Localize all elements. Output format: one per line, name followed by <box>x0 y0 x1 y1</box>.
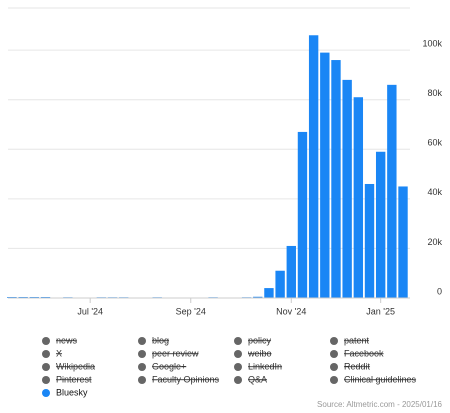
y-tick-label: 40k <box>427 187 442 197</box>
legend-marker <box>138 363 146 371</box>
legend-marker <box>42 350 50 358</box>
legend-marker <box>330 337 338 345</box>
bar <box>331 60 341 298</box>
bar <box>342 79 352 298</box>
legend-item[interactable]: Facebook <box>330 348 384 358</box>
legend-item[interactable]: X <box>42 348 62 358</box>
legend-label: news <box>56 335 78 345</box>
legend-item[interactable]: Faculty Opinions <box>138 374 220 384</box>
legend-marker <box>330 363 338 371</box>
legend-label: Facebook <box>344 348 384 358</box>
y-tick-label: 60k <box>427 138 442 148</box>
legend-label: Clinical guidelines <box>344 374 417 384</box>
legend-marker <box>234 337 242 345</box>
legend-item[interactable]: Wikipedia <box>42 361 95 371</box>
legend-label: peer review <box>152 348 199 358</box>
bar <box>398 186 408 298</box>
legend-marker <box>42 363 50 371</box>
legend-label: Bluesky <box>56 387 88 397</box>
bar <box>253 296 263 298</box>
x-tick-label: Nov '24 <box>276 306 306 316</box>
legend-label: patent <box>344 335 370 345</box>
legend-label: Reddit <box>344 361 371 371</box>
bar <box>275 270 285 298</box>
y-tick-label: 20k <box>427 237 442 247</box>
legend-marker <box>42 376 50 384</box>
x-tick-label: Jul '24 <box>77 306 103 316</box>
legend-item[interactable]: peer review <box>138 348 199 358</box>
legend-item[interactable]: Pinterest <box>42 374 92 384</box>
legend-marker <box>330 376 338 384</box>
legend-label: Google+ <box>152 361 186 371</box>
legend-label: blog <box>152 335 169 345</box>
legend-item[interactable]: Q&A <box>234 374 267 384</box>
bar <box>387 84 397 298</box>
legend-marker <box>42 337 50 345</box>
bar <box>264 288 274 298</box>
legend-item[interactable]: blog <box>138 335 169 345</box>
bar <box>320 52 330 298</box>
x-tick-label: Jan '25 <box>366 306 395 316</box>
legend-marker <box>42 389 50 397</box>
legend-item[interactable]: Bluesky <box>42 387 88 397</box>
bar <box>308 35 319 299</box>
legend-item[interactable]: policy <box>234 335 272 345</box>
legend-item[interactable]: Reddit <box>330 361 371 371</box>
legend-label: Wikipedia <box>56 361 95 371</box>
source: Source: Altmetric.com - 2025/01/16 <box>317 400 443 409</box>
legend-label: X <box>56 348 62 358</box>
y-tick-label: 100k <box>422 39 442 49</box>
legend-marker <box>234 376 242 384</box>
legend-label: LinkedIn <box>248 361 282 371</box>
legend-marker <box>138 376 146 384</box>
bar <box>375 151 386 298</box>
legend-item[interactable]: Google+ <box>138 361 186 371</box>
legend-label: policy <box>248 335 272 345</box>
legend-item[interactable]: patent <box>330 335 370 345</box>
legend-marker <box>234 363 242 371</box>
legend-label: Q&A <box>248 374 267 384</box>
legend-item[interactable]: Clinical guidelines <box>330 374 417 384</box>
y-tick-label: 0 <box>437 286 442 296</box>
legend-item[interactable]: LinkedIn <box>234 361 282 371</box>
bar <box>286 245 296 298</box>
x-tick-label: Sep '24 <box>176 306 206 316</box>
legend-marker <box>138 337 146 345</box>
legend-marker <box>138 350 146 358</box>
legend-marker <box>330 350 338 358</box>
legend-label: Faculty Opinions <box>152 374 220 384</box>
y-tick-label: 80k <box>427 88 442 98</box>
legend-item[interactable]: weibo <box>234 348 272 358</box>
legend-label: weibo <box>247 348 272 358</box>
legend-item[interactable]: news <box>42 335 78 345</box>
legend-label: Pinterest <box>56 374 92 384</box>
bar <box>364 183 375 298</box>
bar <box>353 97 364 298</box>
legend-marker <box>234 350 242 358</box>
bar <box>297 131 308 298</box>
